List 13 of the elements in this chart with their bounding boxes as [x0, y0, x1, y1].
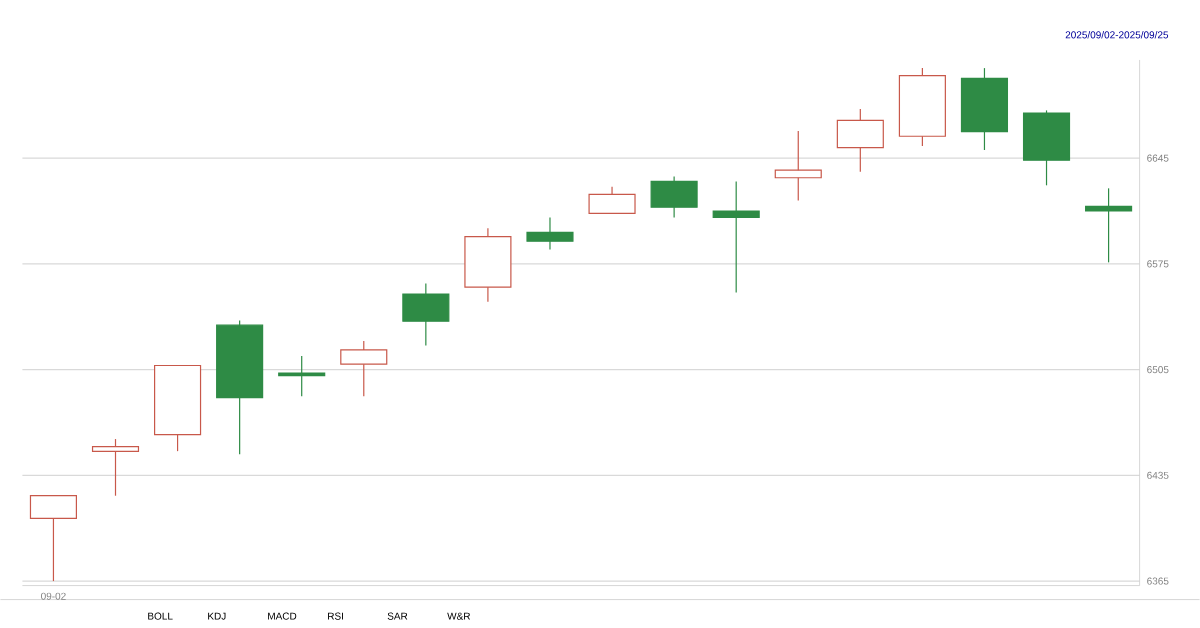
- candlestick: [91, 438, 140, 497]
- candlestick: [836, 108, 884, 173]
- candlestick: [278, 355, 326, 397]
- candlestick: [526, 217, 574, 251]
- candlestick: [774, 130, 822, 202]
- candlestick: [402, 283, 450, 347]
- candlestick: [29, 495, 77, 582]
- candlestick: [588, 186, 636, 215]
- candlestick: [650, 176, 698, 219]
- candlestick: [1085, 187, 1133, 264]
- candlestick: [340, 340, 388, 397]
- candlestick: [1022, 110, 1071, 187]
- candlestick: [712, 181, 760, 294]
